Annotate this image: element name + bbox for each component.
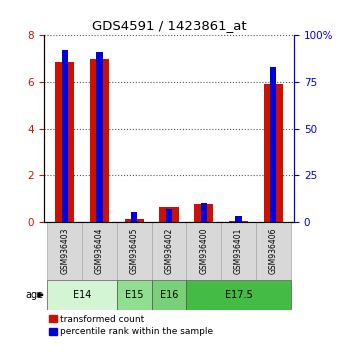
Text: E17.5: E17.5 bbox=[225, 290, 252, 300]
Bar bbox=[194, 204, 213, 222]
Bar bbox=[270, 67, 276, 222]
Bar bbox=[166, 209, 172, 222]
Bar bbox=[117, 280, 152, 310]
Text: GSM936405: GSM936405 bbox=[130, 228, 139, 274]
Text: GSM936400: GSM936400 bbox=[199, 228, 208, 274]
Bar bbox=[264, 84, 283, 222]
Bar bbox=[235, 216, 242, 222]
Bar bbox=[47, 222, 82, 280]
Bar bbox=[90, 59, 109, 222]
Text: E14: E14 bbox=[73, 290, 91, 300]
Bar bbox=[229, 221, 248, 222]
Text: GDS4591 / 1423861_at: GDS4591 / 1423861_at bbox=[92, 19, 246, 33]
Bar bbox=[47, 280, 117, 310]
Text: GSM936404: GSM936404 bbox=[95, 228, 104, 274]
Legend: transformed count, percentile rank within the sample: transformed count, percentile rank withi… bbox=[48, 314, 214, 337]
Bar bbox=[152, 222, 186, 280]
Bar bbox=[131, 212, 137, 222]
Text: GSM936402: GSM936402 bbox=[165, 228, 173, 274]
Bar bbox=[186, 280, 291, 310]
Text: age: age bbox=[26, 290, 44, 300]
Bar bbox=[62, 50, 68, 222]
Bar bbox=[256, 222, 291, 280]
Bar bbox=[96, 52, 103, 222]
Bar bbox=[125, 219, 144, 222]
Text: GSM936401: GSM936401 bbox=[234, 228, 243, 274]
Bar bbox=[55, 62, 74, 222]
Bar bbox=[201, 203, 207, 222]
Bar bbox=[117, 222, 152, 280]
Bar bbox=[152, 280, 186, 310]
Bar bbox=[186, 222, 221, 280]
Bar bbox=[221, 222, 256, 280]
Text: E15: E15 bbox=[125, 290, 144, 300]
Bar bbox=[160, 207, 178, 222]
Text: GSM936406: GSM936406 bbox=[269, 228, 278, 274]
Text: E16: E16 bbox=[160, 290, 178, 300]
Bar bbox=[82, 222, 117, 280]
Text: GSM936403: GSM936403 bbox=[60, 228, 69, 274]
